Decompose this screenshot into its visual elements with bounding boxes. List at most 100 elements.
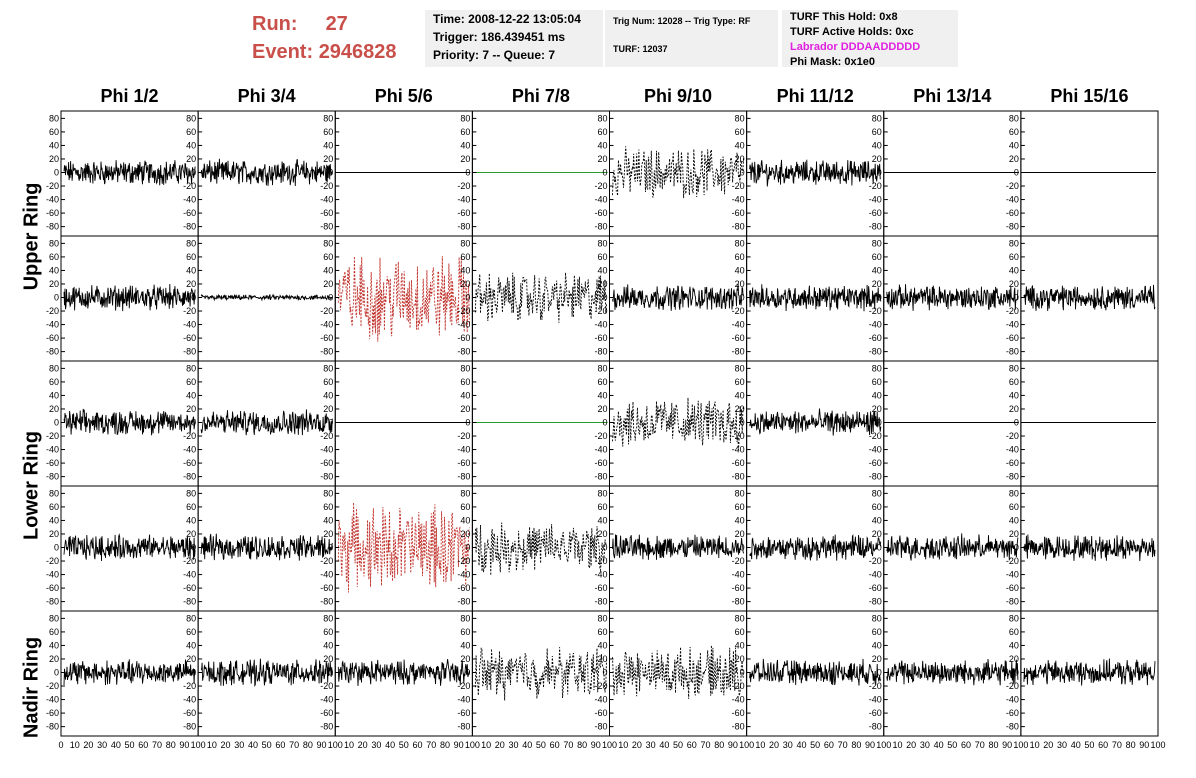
y-tick-label: 60 — [1009, 502, 1019, 512]
y-tick-label: 80 — [1009, 363, 1019, 373]
y-tick-label: 20 — [186, 154, 196, 164]
y-tick-label: 60 — [186, 502, 196, 512]
waveform-panel — [609, 485, 748, 612]
y-tick-label: -40 — [1006, 445, 1019, 455]
y-tick-label: -60 — [46, 333, 59, 343]
x-tick-label: 90 — [1139, 740, 1149, 750]
x-tick-label: 80 — [166, 740, 176, 750]
y-tick-label: 0 — [602, 418, 607, 428]
y-tick-label: 40 — [460, 140, 470, 150]
panel-frame — [1020, 360, 1159, 487]
trig-num-text: Trig Num: 12028 -- Trig Type: RF — [613, 16, 751, 26]
waveform-panel — [746, 235, 885, 362]
y-tick-label: -60 — [1006, 208, 1019, 218]
y-tick-label: 20 — [323, 279, 333, 289]
y-tick-label: -20 — [1006, 306, 1019, 316]
y-tick-label: -40 — [594, 195, 607, 205]
y-tick-label: 40 — [735, 390, 745, 400]
y-tick-label: 0 — [740, 168, 745, 178]
waveform-panel — [197, 610, 336, 737]
y-tick-label: 80 — [49, 488, 59, 498]
y-tick-label: -60 — [457, 208, 470, 218]
y-tick-label: 20 — [460, 154, 470, 164]
y-tick-label: 0 — [465, 418, 470, 428]
y-tick-label: -60 — [732, 333, 745, 343]
y-tick-label: 80 — [460, 113, 470, 123]
y-tick-label: -80 — [732, 472, 745, 482]
y-tick-label: -80 — [457, 347, 470, 357]
y-tick-label: 40 — [49, 140, 59, 150]
waveform-panel — [746, 485, 885, 612]
y-tick-label: -20 — [183, 431, 196, 441]
y-tick-label: 40 — [597, 515, 607, 525]
waveform-trace — [612, 534, 745, 560]
y-tick-label: -60 — [594, 458, 607, 468]
waveform-panel — [197, 235, 336, 362]
x-tick-label: 40 — [796, 740, 806, 750]
y-tick-label: -20 — [594, 556, 607, 566]
y-tick-label: -60 — [1006, 458, 1019, 468]
x-tick-label: 20 — [83, 740, 93, 750]
x-tick-label: 60 — [413, 740, 423, 750]
y-tick-label: -60 — [457, 583, 470, 593]
panel-frame — [197, 235, 336, 362]
x-tick-label: 100 — [602, 740, 617, 750]
x-tick-label: 90 — [865, 740, 875, 750]
y-tick-label: -20 — [46, 306, 59, 316]
x-tick-label: 60 — [275, 740, 285, 750]
waveform-trace — [63, 408, 196, 436]
y-tick-label: 20 — [872, 154, 882, 164]
y-tick-label: 0 — [54, 168, 59, 178]
y-tick-label: 0 — [602, 293, 607, 303]
y-tick-label: 20 — [1009, 154, 1019, 164]
waveform-panel — [60, 360, 199, 487]
y-tick-label: -40 — [732, 695, 745, 705]
x-tick-label: 10 — [481, 740, 491, 750]
y-tick-label: -80 — [594, 472, 607, 482]
y-tick-label: 20 — [735, 279, 745, 289]
y-tick-label: 40 — [872, 265, 882, 275]
waveform-trace — [200, 658, 333, 688]
y-tick-label: -60 — [732, 458, 745, 468]
y-tick-label: 40 — [460, 390, 470, 400]
waveform-trace — [200, 158, 333, 187]
waveform-panel — [334, 610, 473, 737]
y-tick-label: -80 — [183, 472, 196, 482]
y-tick-label: -40 — [46, 320, 59, 330]
waveform-trace — [1023, 284, 1156, 312]
y-tick-label: 60 — [186, 627, 196, 637]
y-tick-label: -40 — [320, 570, 333, 580]
y-tick-label: 40 — [597, 640, 607, 650]
y-tick-label: 0 — [1014, 293, 1019, 303]
waveform-trace — [749, 408, 882, 436]
y-tick-label: 40 — [49, 390, 59, 400]
y-tick-label: 40 — [1009, 640, 1019, 650]
priority-text: Priority: 7 -- Queue: 7 — [433, 48, 556, 62]
panel-frame — [883, 360, 1022, 487]
y-tick-label: -60 — [457, 708, 470, 718]
waveform-panel — [197, 360, 336, 487]
y-tick-label: 0 — [602, 668, 607, 678]
y-tick-label: 40 — [323, 515, 333, 525]
y-tick-label: -80 — [46, 597, 59, 607]
y-tick-label: -80 — [869, 472, 882, 482]
y-tick-label: 80 — [597, 113, 607, 123]
x-tick-label: 20 — [1043, 740, 1053, 750]
x-tick-label: 10 — [70, 740, 80, 750]
y-tick-label: 40 — [186, 265, 196, 275]
run-value: 27 — [325, 13, 348, 35]
y-tick-label: -20 — [1006, 681, 1019, 691]
waveform-panel — [609, 110, 748, 237]
y-tick-label: 0 — [877, 293, 882, 303]
column-header: Phi 13/14 — [913, 86, 992, 106]
y-tick-label: -40 — [869, 695, 882, 705]
y-tick-label: 80 — [872, 238, 882, 248]
waveform-trace — [612, 283, 745, 311]
x-tick-label: 80 — [577, 740, 587, 750]
waveform-trace — [474, 522, 607, 576]
y-tick-label: -60 — [46, 208, 59, 218]
y-tick-label: 60 — [597, 377, 607, 387]
y-tick-label: -80 — [732, 597, 745, 607]
x-tick-label: 20 — [495, 740, 505, 750]
y-tick-label: 0 — [740, 668, 745, 678]
